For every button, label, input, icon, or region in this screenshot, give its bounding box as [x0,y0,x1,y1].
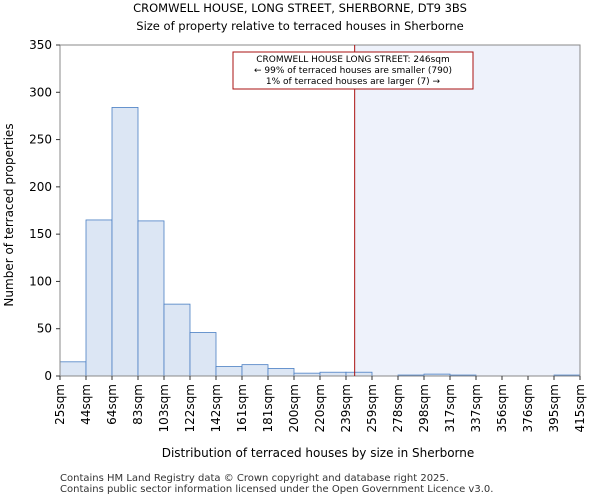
x-axis: 25sqm 44sqm 64sqm 83sqm 103sqm 122sqm 142sqm 16… [53,376,587,432]
y-tick-label: 50 [37,322,52,336]
y-tick-label: 250 [29,133,52,147]
bar-64sqm [111,107,139,377]
chart-title-line1: CROMWELL HOUSE, LONG STREET, SHERBORNE, … [133,1,467,15]
y-tick-label: 350 [29,38,52,52]
y-tick-label: 200 [29,180,52,194]
x-tick-label: 395sqm [547,384,561,432]
annotation-line1: CROMWELL HOUSE LONG STREET: 246sqm [256,55,450,65]
bar-44sqm [85,219,113,377]
y-tick-label: 300 [29,85,52,99]
annotation-line3: 1% of terraced houses are larger (7) → [266,77,441,87]
x-tick-label: 44sqm [79,384,93,425]
x-tick-label: 239sqm [339,384,353,432]
x-tick-label: 298sqm [417,384,431,432]
bar-122sqm [189,332,217,377]
annotation-box [232,51,474,90]
x-tick-label: 259sqm [365,384,379,432]
y-tick-label: 150 [29,227,52,241]
y-axis-label: Number of terraced properties [2,123,16,306]
bar-142sqm [215,366,243,377]
x-tick-label: 220sqm [313,384,327,432]
x-tick-label: 337sqm [469,384,483,432]
bar-220sqm [319,371,347,377]
footer-line2: Contains public sector information licen… [60,484,494,495]
bar-83sqm [137,220,165,377]
y-axis: 0 50 100 150 200 250 300 350 [29,38,60,383]
x-tick-label: 83sqm [131,384,145,425]
x-tick-label: 181sqm [261,384,275,432]
x-tick-label: 200sqm [287,384,301,432]
footer-line1: Contains HM Land Registry data © Crown c… [60,473,449,484]
x-tick-label: 25sqm [53,384,67,425]
x-tick-label: 356sqm [495,384,509,432]
x-tick-label: 161sqm [235,384,249,432]
x-tick-label: 415sqm [573,384,587,432]
chart-title-line2: Size of property relative to terraced ho… [136,19,463,33]
x-tick-label: 64sqm [105,384,119,425]
x-tick-label: 142sqm [209,384,223,432]
x-tick-label: 376sqm [521,384,535,432]
annotation-line2: ← 99% of terraced houses are smaller (79… [254,66,452,76]
larger-region [354,45,580,376]
bar-161sqm [241,364,269,377]
y-tick-label: 0 [44,369,52,383]
bar-25sqm [59,361,87,377]
bars-group [59,107,581,377]
x-axis-label: Distribution of terraced houses by size … [162,446,475,460]
bar-103sqm [163,303,191,377]
x-tick-label: 317sqm [443,384,457,432]
bar-239sqm [345,371,373,377]
x-tick-label: 122sqm [183,384,197,432]
y-tick-label: 100 [29,274,52,288]
bar-181sqm [267,368,295,377]
x-tick-label: 103sqm [157,384,171,432]
x-tick-label: 278sqm [391,384,405,432]
